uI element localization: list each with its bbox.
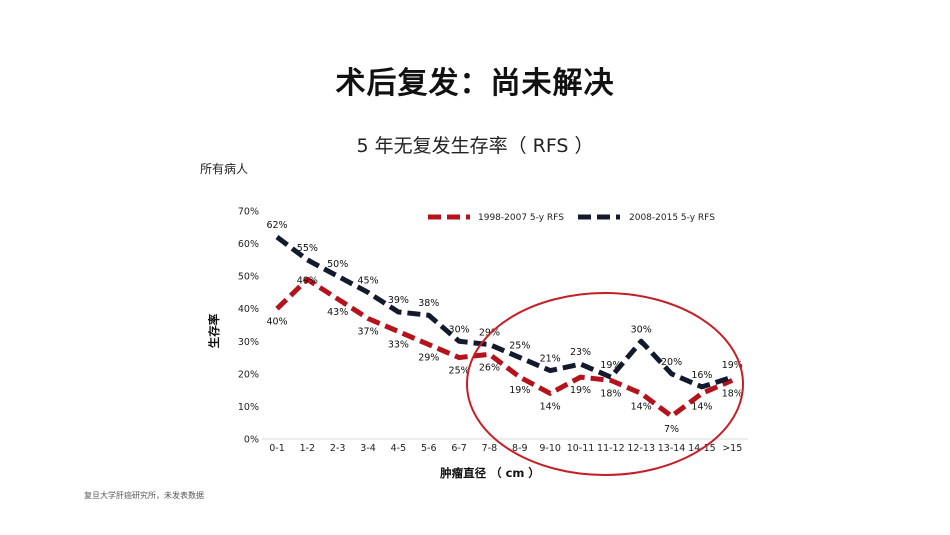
x-tick-label: 10-11 — [567, 443, 595, 454]
slide-title: 术后复发：尚未解决 — [335, 66, 615, 101]
x-tick-label: 11-12 — [597, 443, 625, 454]
highlight-circle — [466, 292, 744, 476]
data-label: 14% — [540, 401, 561, 412]
y-tick-label: 50% — [238, 272, 259, 283]
data-label: 25% — [449, 366, 470, 377]
series-lines — [275, 235, 734, 419]
data-label: 50% — [327, 259, 348, 270]
footnote: 复旦大学肝癌研究所，未发表数据 — [84, 491, 204, 500]
data-label: 43% — [327, 307, 348, 318]
x-tick-label: 8-9 — [512, 443, 528, 454]
chart-subtitle: 所有病人 — [200, 162, 249, 176]
data-label: 19% — [722, 360, 743, 371]
y-tick-label: 10% — [238, 402, 259, 413]
y-tick-label: 60% — [238, 239, 259, 250]
data-label: 25% — [509, 341, 530, 352]
data-label: 38% — [418, 298, 439, 309]
y-tick-label: 20% — [238, 369, 259, 380]
y-tick-label: 40% — [238, 304, 259, 315]
legend: 1998-2007 5-y RFS 2008-2015 5-y RFS — [428, 213, 715, 223]
data-label: 39% — [388, 295, 409, 306]
data-label: 7% — [664, 424, 679, 435]
x-tick-label: 9-10 — [539, 443, 561, 454]
y-tick-label: 0% — [244, 435, 259, 446]
legend-label-2008-2015: 2008-2015 5-y RFS — [629, 213, 715, 223]
data-label: 21% — [540, 354, 561, 365]
x-axis: 0-1 1-2 2-3 3-4 4-5 5-6 6-7 7-8 8-9 9-10 10-11 11-1… — [269, 443, 742, 454]
x-tick-label: 13-14 — [658, 443, 686, 454]
data-label: 40% — [266, 317, 287, 328]
legend-label-1998-2007: 1998-2007 5-y RFS — [478, 213, 564, 223]
data-label: 29% — [418, 353, 439, 364]
data-label: 45% — [357, 275, 378, 286]
x-tick-label: 7-8 — [482, 443, 498, 454]
data-label: 18% — [722, 388, 743, 399]
y-axis: 0% 10% 20% 30% 40% 50% 60% 70% — [238, 207, 259, 446]
data-label: 19% — [509, 385, 530, 396]
y-tick-label: 70% — [238, 207, 259, 218]
data-label: 26% — [479, 362, 500, 373]
data-label: 20% — [661, 357, 682, 368]
data-label: 14% — [631, 401, 652, 412]
series-line-1998-2007 — [275, 276, 734, 419]
data-label: 37% — [357, 326, 378, 337]
x-tick-label: 0-1 — [269, 443, 285, 454]
x-tick-label: 6-7 — [451, 443, 467, 454]
x-tick-label: 5-6 — [421, 443, 437, 454]
x-tick-label: 2-3 — [330, 443, 346, 454]
data-label: 23% — [570, 347, 591, 358]
data-label: 33% — [388, 340, 409, 351]
data-label: 16% — [691, 370, 712, 381]
data-label: 49% — [297, 275, 318, 286]
x-tick-label: 12-13 — [627, 443, 655, 454]
x-tick-label: 1-2 — [300, 443, 316, 454]
x-tick-label: 3-4 — [360, 443, 376, 454]
data-label: 19% — [570, 385, 591, 396]
data-label: 18% — [600, 388, 621, 399]
data-label: 19% — [600, 360, 621, 371]
x-tick-label: >15 — [722, 443, 742, 454]
y-axis-title: 生存率 — [207, 313, 221, 348]
chart-title: 5 年无复发生存率（ RFS ） — [356, 135, 594, 157]
data-label: 30% — [631, 324, 652, 335]
data-label: 62% — [266, 220, 287, 231]
data-label: 30% — [449, 324, 470, 335]
x-axis-title: 肿瘤直径 （ cm ） — [440, 466, 540, 480]
series-line-2008-2015 — [275, 235, 734, 390]
y-tick-label: 30% — [238, 337, 259, 348]
data-label: 14% — [691, 401, 712, 412]
data-label: 55% — [297, 243, 318, 254]
x-tick-label: 4-5 — [391, 443, 407, 454]
data-labels: 40% 49% 43% 37% 33% 29% 25% 26% 19% 14% 19% 18% 14% 7… — [266, 220, 742, 435]
